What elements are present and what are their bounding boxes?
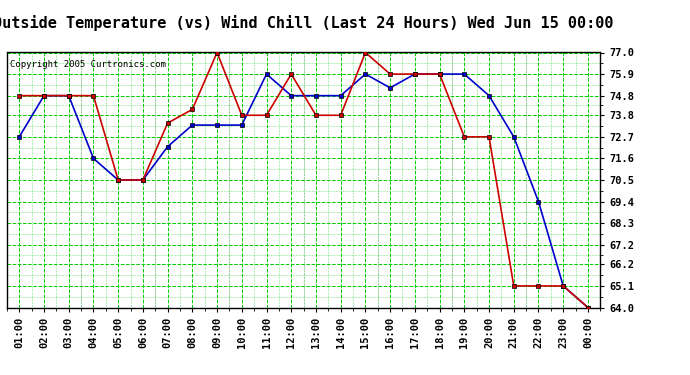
Text: Copyright 2005 Curtronics.com: Copyright 2005 Curtronics.com — [10, 60, 166, 69]
Text: Outside Temperature (vs) Wind Chill (Last 24 Hours) Wed Jun 15 00:00: Outside Temperature (vs) Wind Chill (Las… — [0, 15, 614, 31]
